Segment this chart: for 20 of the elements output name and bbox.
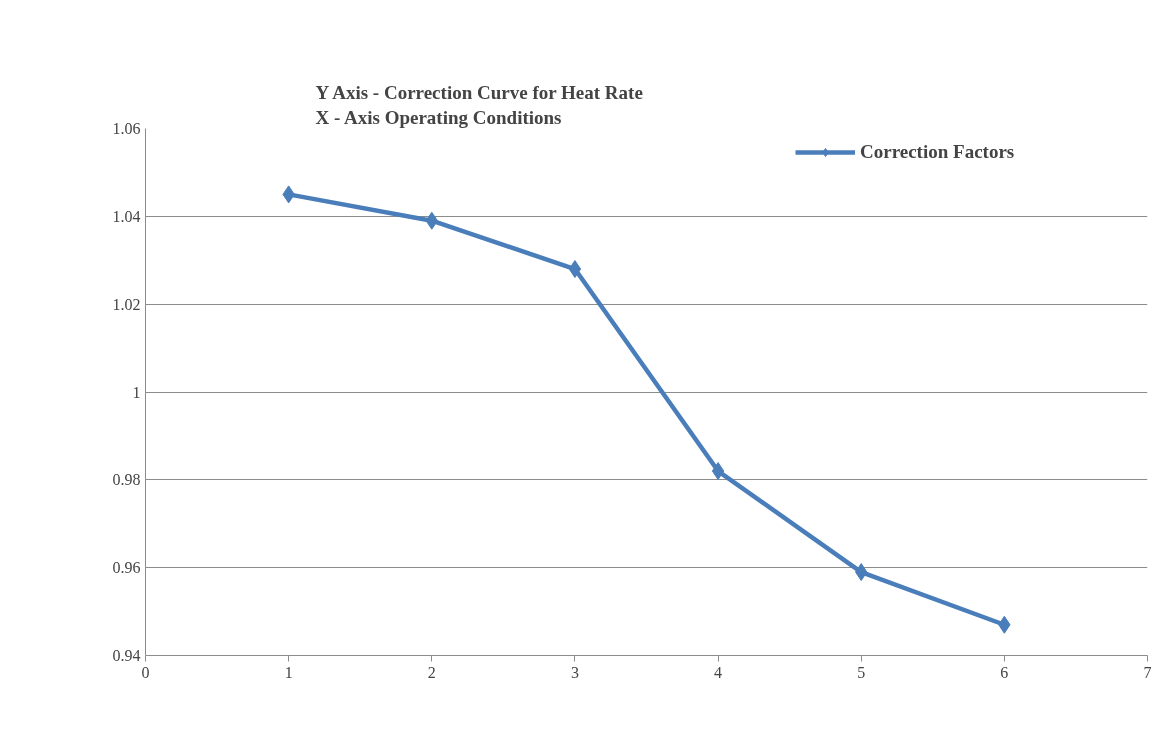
x-tick-label: 2 xyxy=(427,663,436,681)
y-tick-label: 1.04 xyxy=(112,207,141,225)
x-tick-label: 6 xyxy=(1000,663,1009,681)
x-tick-label: 5 xyxy=(857,663,866,681)
y-tick-label: 0.98 xyxy=(112,471,141,489)
x-tick-label: 4 xyxy=(714,663,723,681)
chart-subtitle: X - Axis Operating Conditions xyxy=(315,106,562,128)
y-tick-label: 1.02 xyxy=(112,295,141,313)
y-tick-label: 0.94 xyxy=(112,647,141,664)
x-tick-label: 7 xyxy=(1143,663,1152,681)
point xyxy=(568,260,582,279)
y-tick-label: 0.96 xyxy=(112,559,141,577)
y-tick-label: 1.06 xyxy=(112,120,141,137)
x-tick-label: 0 xyxy=(141,663,150,681)
x-tick-label: 1 xyxy=(284,663,293,681)
legend-label: Correction Factors xyxy=(860,141,1015,163)
y-tick-label: 1 xyxy=(132,383,141,401)
chart-title: Y Axis - Correction Curve for Heat Rate xyxy=(315,81,643,103)
point xyxy=(711,462,725,481)
x-tick-label: 3 xyxy=(570,663,579,681)
